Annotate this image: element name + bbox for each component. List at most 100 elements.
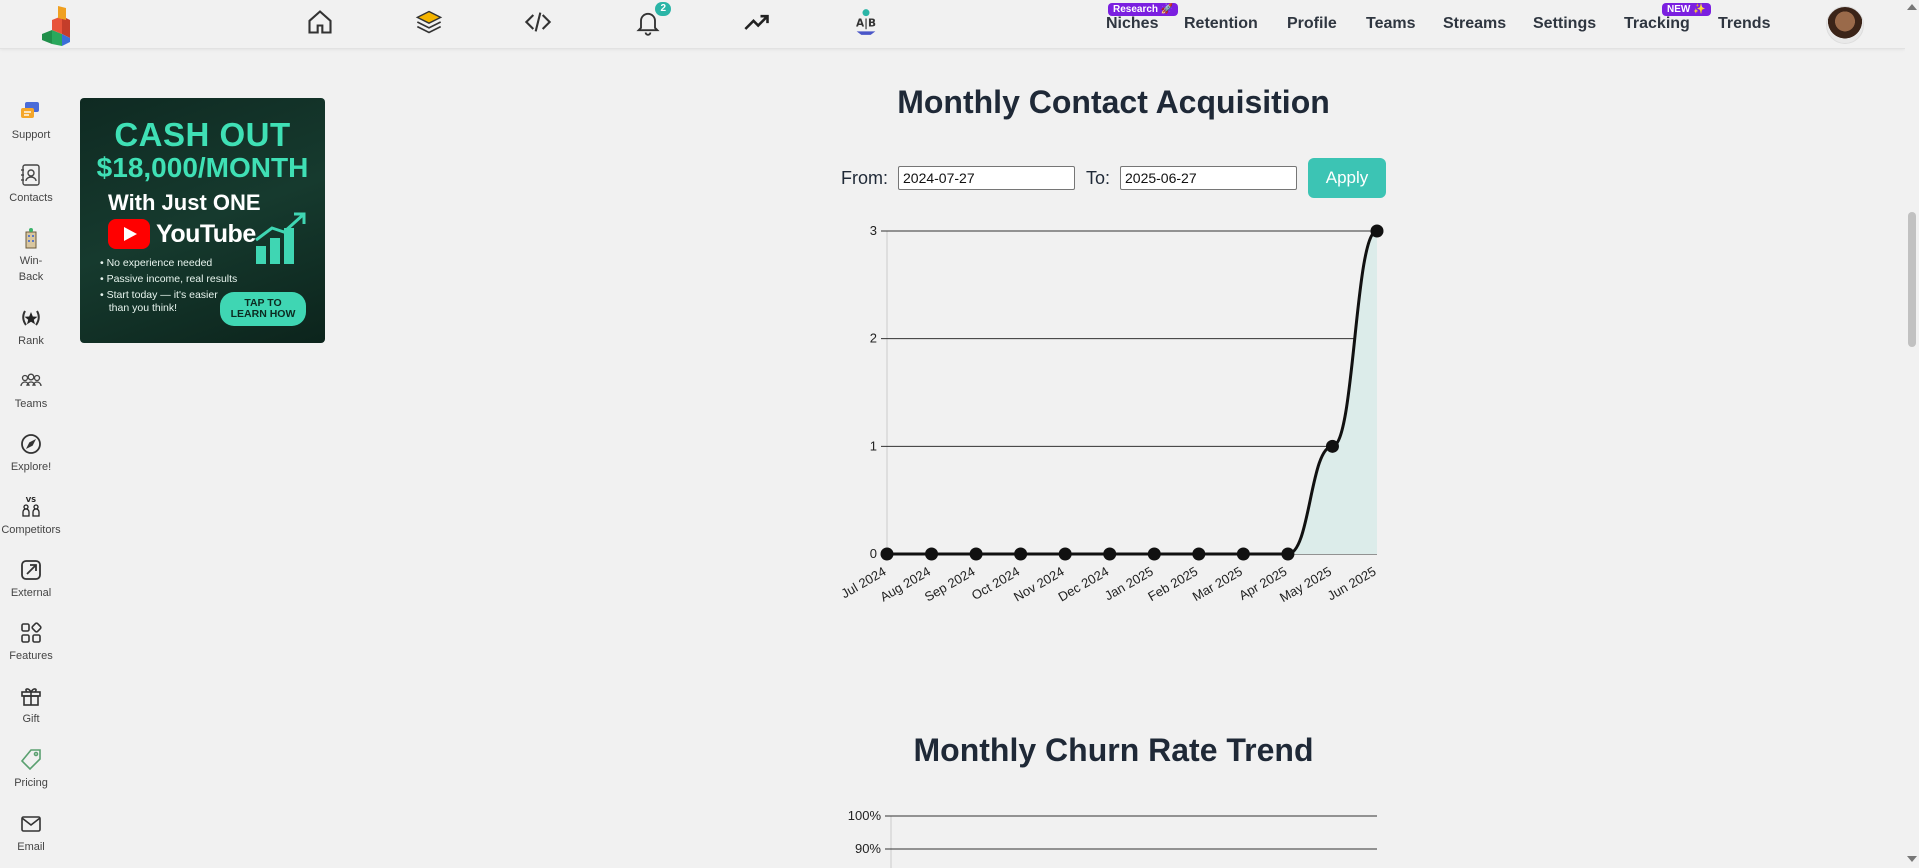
sidebar-label: Contacts	[9, 192, 53, 204]
price-tag-icon	[20, 749, 41, 771]
sidebar-item-rank[interactable]: Rank	[0, 306, 62, 349]
trending-icon[interactable]	[742, 8, 772, 36]
ad-cta-line: LEARN HOW	[230, 308, 296, 320]
y-tick-label: 3	[870, 223, 877, 238]
nav-link-streams[interactable]: Streams	[1443, 15, 1506, 33]
x-tick-label: Jun 2025	[1325, 564, 1379, 604]
x-tick-label: Mar 2025	[1190, 564, 1245, 604]
data-point	[1325, 439, 1339, 453]
ad-cta-line: TAP TO	[244, 297, 282, 309]
email-icon	[21, 816, 41, 832]
nav-link-label: Teams	[1366, 15, 1416, 32]
scroll-down-arrow-icon[interactable]	[1907, 856, 1917, 862]
nav-link-trends[interactable]: Trends	[1718, 15, 1770, 33]
data-point	[969, 547, 983, 561]
sidebar-label: Rank	[18, 335, 44, 347]
sidebar-item-competitors[interactable]: VS Competitors	[0, 495, 62, 538]
competitors-vs-icon: VS	[22, 496, 40, 517]
rank-laurel-icon	[22, 310, 40, 326]
y-tick-label: 2	[870, 331, 877, 346]
support-chat-icon	[21, 102, 39, 118]
contacts-book-icon	[21, 164, 40, 186]
growth-chart-icon	[255, 212, 306, 264]
nav-link-settings[interactable]: Settings	[1533, 15, 1596, 33]
ad-amount: $18,000/MONTH	[96, 152, 309, 183]
churn-chart-title: Monthly Churn Rate Trend	[913, 732, 1314, 768]
to-date-input[interactable]	[1120, 166, 1297, 190]
data-point	[1058, 547, 1072, 561]
win-back-icon	[25, 228, 37, 249]
data-point	[1281, 547, 1295, 561]
nav-link-label: Tracking	[1624, 15, 1690, 32]
acquisition-chart-title: Monthly Contact Acquisition	[897, 84, 1330, 120]
nav-link-retention[interactable]: Retention	[1184, 15, 1258, 33]
ad-bullet: • No experience needed	[100, 257, 213, 269]
x-tick-label: Aug 2024	[877, 564, 933, 605]
data-point	[1236, 547, 1250, 561]
sidebar-label: Support	[11, 129, 51, 141]
home-icon[interactable]	[305, 8, 335, 36]
promo-ad-banner[interactable]: CASH OUT $18,000/MONTH With Just ONE You…	[80, 98, 325, 343]
sidebar-item-external[interactable]: External	[0, 558, 62, 601]
left-sidebar: Support Contacts Win- Back Rank Teams Ex…	[0, 50, 62, 868]
ad-headline: CASH OUT	[114, 116, 291, 153]
y-tick-label: 100%	[848, 808, 882, 823]
from-date-input[interactable]	[898, 166, 1075, 190]
sidebar-item-explore[interactable]: Explore!	[0, 432, 62, 475]
to-label: To:	[1086, 168, 1111, 188]
sidebar-label: Win- Back	[18, 255, 44, 283]
sidebar-label: Email	[17, 841, 45, 853]
sidebar-label: Competitors	[1, 524, 61, 536]
x-tick-label: Nov 2024	[1011, 564, 1067, 605]
sidebar-label: External	[10, 587, 52, 599]
x-tick-label: Dec 2024	[1056, 564, 1112, 605]
ad-bullet: • Passive income, real results	[100, 273, 238, 285]
data-point	[925, 547, 939, 561]
code-icon[interactable]	[523, 8, 553, 36]
layers-icon[interactable]	[414, 8, 444, 36]
sidebar-label: Pricing	[14, 777, 48, 789]
sidebar-label: Explore!	[10, 461, 52, 473]
x-tick-label: Sep 2024	[922, 564, 978, 605]
sidebar-label: Teams	[14, 398, 48, 410]
nav-link-niches[interactable]: Research 🚀 Niches	[1106, 3, 1179, 33]
sidebar-item-teams[interactable]: Teams	[0, 369, 62, 412]
nav-link-profile[interactable]: Profile	[1287, 15, 1337, 33]
page-scrollbar[interactable]	[1905, 0, 1919, 868]
notification-count-badge: 2	[655, 2, 671, 16]
nav-link-label: Niches	[1106, 15, 1159, 32]
sidebar-item-win-back[interactable]: Win- Back	[0, 226, 62, 285]
nav-link-teams[interactable]: Teams	[1366, 15, 1416, 33]
sidebar-item-contacts[interactable]: Contacts	[0, 163, 62, 206]
x-tick-label: Jan 2025	[1102, 564, 1156, 604]
data-point	[1014, 547, 1028, 561]
scroll-up-arrow-icon[interactable]	[1907, 4, 1917, 10]
gift-icon	[21, 688, 41, 706]
data-point	[1370, 224, 1384, 238]
sidebar-item-features[interactable]: Features	[0, 621, 62, 664]
bell-icon[interactable]: 2	[633, 2, 671, 36]
sidebar-item-pricing[interactable]: Pricing	[0, 748, 62, 791]
sidebar-item-email[interactable]: Email	[0, 812, 62, 855]
compass-icon	[21, 434, 41, 454]
y-tick-label: 0	[870, 546, 877, 561]
nav-link-label: Trends	[1718, 15, 1771, 32]
ad-cta-button[interactable]: TAP TO LEARN HOW	[220, 292, 306, 326]
nav-link-tracking[interactable]: NEW ✨ Tracking	[1624, 3, 1711, 33]
ad-bullet: than you think!	[100, 302, 178, 314]
ab-test-icon[interactable]: A|B	[851, 8, 881, 36]
app-logo[interactable]	[38, 4, 80, 46]
new-badge: NEW ✨	[1662, 3, 1711, 16]
sidebar-item-support[interactable]: Support	[0, 100, 62, 143]
nav-link-label: Streams	[1443, 15, 1507, 32]
area-fill	[887, 231, 1377, 554]
apply-button[interactable]: Apply	[1308, 158, 1386, 198]
research-badge: Research 🚀	[1108, 3, 1179, 16]
user-avatar[interactable]	[1826, 6, 1864, 44]
data-point	[1147, 547, 1161, 561]
sidebar-item-gift[interactable]: Gift	[0, 684, 62, 727]
nav-link-label: Settings	[1533, 15, 1597, 32]
scrollbar-thumb[interactable]	[1908, 212, 1916, 347]
data-point	[880, 547, 894, 561]
